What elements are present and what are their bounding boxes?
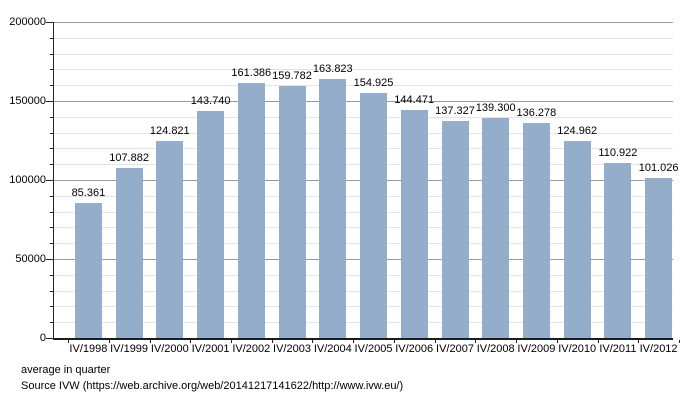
y-minor-tick	[50, 37, 54, 39]
chart-footer: average in quarter Source IVW (https://w…	[21, 363, 403, 394]
y-minor-tick	[50, 164, 54, 166]
x-axis-boundary-tick	[556, 340, 558, 343]
chart-source: Source IVW (https://web.archive.org/web/…	[21, 379, 404, 392]
y-major-tick	[46, 101, 54, 102]
x-axis-category-label: IV/2005	[354, 343, 393, 355]
x-axis-category-label: IV/2012	[639, 343, 678, 355]
y-minor-tick	[50, 116, 54, 118]
x-axis-category-label: IV/1999	[110, 343, 149, 355]
bar-value-label: 144.471	[394, 93, 435, 106]
bar-value-label: 137.327	[435, 105, 475, 117]
x-axis-category-label: IV/2011	[599, 343, 637, 355]
x-axis-category-label: IV/2004	[313, 343, 352, 355]
y-minor-tick	[50, 227, 54, 229]
bar-value-label: 107.882	[109, 151, 149, 164]
y-major-tick	[46, 22, 54, 23]
y-minor-tick	[50, 69, 54, 71]
y-minor-tick	[50, 274, 54, 276]
x-axis-boundary-tick	[312, 340, 314, 343]
y-axis	[53, 22, 54, 340]
x-axis-category-label: IV/2009	[517, 343, 556, 355]
x-axis-boundary-tick	[475, 340, 477, 343]
bar	[237, 83, 265, 338]
y-axis-label: 150000	[9, 95, 46, 107]
x-axis-category-label: IV/2001	[191, 343, 230, 355]
bar-value-label: 124.962	[557, 124, 598, 137]
x-axis-category-label: IV/2007	[436, 343, 474, 355]
bar-value-label: 159.782	[272, 69, 312, 82]
bar-value-label: 154.925	[353, 77, 394, 90]
bar	[645, 178, 673, 338]
chart-caption: average in quarter	[21, 364, 111, 376]
x-axis-boundary-tick	[597, 340, 599, 343]
bar	[197, 110, 225, 338]
minor-gridline	[54, 37, 673, 39]
y-minor-tick	[50, 148, 54, 150]
x-axis-boundary-tick	[190, 340, 192, 343]
bar-chart: 0 50000 100000 150000 200000 85.361 IV/1998 107…	[9, 16, 680, 355]
bar	[563, 140, 591, 338]
x-axis-category-label: IV/1998	[69, 343, 108, 355]
x-axis-boundary-tick	[108, 340, 110, 343]
y-minor-tick	[50, 290, 54, 292]
y-major-tick	[46, 259, 54, 260]
x-axis-category-label: IV/2010	[558, 343, 597, 355]
y-minor-tick	[50, 85, 54, 87]
y-minor-tick	[50, 53, 54, 55]
bar-value-label: 136.278	[516, 106, 557, 119]
bar	[604, 162, 632, 338]
y-major-tick	[46, 180, 54, 181]
bar-value-label: 85.361	[71, 187, 106, 200]
x-axis-category-label: IV/2000	[150, 343, 189, 355]
x-axis-boundary-tick	[230, 340, 232, 343]
x-axis-boundary-tick	[271, 340, 273, 343]
x-axis-boundary-tick	[149, 340, 151, 343]
y-minor-tick	[50, 322, 54, 324]
bar	[360, 93, 387, 338]
y-minor-tick	[50, 306, 54, 308]
bar	[74, 203, 102, 338]
bar	[522, 122, 550, 338]
minor-gridline	[54, 85, 673, 87]
x-axis-category-label: IV/2003	[273, 343, 311, 355]
y-axis-label: 200000	[9, 16, 46, 28]
bar	[319, 79, 347, 338]
minor-gridline	[54, 53, 673, 55]
x-axis-boundary-tick	[68, 340, 69, 343]
x-axis-boundary-tick	[353, 340, 355, 343]
y-axis-label: 50000	[15, 253, 46, 265]
y-minor-tick	[50, 132, 54, 134]
bar	[441, 121, 469, 338]
bar	[156, 140, 184, 338]
x-axis-boundary-tick	[638, 340, 640, 343]
y-major-tick	[46, 338, 54, 339]
major-gridline	[54, 22, 673, 23]
bar-value-label: 143.740	[190, 94, 231, 107]
bar	[115, 167, 143, 338]
x-axis-boundary-tick	[679, 340, 680, 343]
bar-value-label: 161.386	[231, 67, 272, 79]
x-axis-category-label: IV/2002	[232, 343, 271, 355]
bar	[278, 85, 306, 338]
y-axis-label: 100000	[9, 174, 46, 186]
x-axis-boundary-tick	[516, 340, 518, 343]
x-axis-category-label: IV/2008	[476, 343, 515, 355]
bar-value-label: 124.821	[149, 124, 190, 137]
y-minor-tick	[50, 243, 54, 245]
bar-value-label: 101.026	[638, 162, 679, 175]
bar	[482, 117, 510, 338]
x-axis-boundary-tick	[393, 340, 395, 343]
x-axis	[53, 338, 673, 340]
bar-value-label: 139.300	[475, 101, 516, 114]
minor-gridline	[54, 69, 673, 71]
y-minor-tick	[50, 211, 54, 213]
bar-value-label: 110.922	[598, 146, 638, 159]
y-minor-tick	[50, 195, 54, 197]
bar-value-label: 163.823	[312, 63, 353, 76]
y-axis-label: 0	[39, 332, 46, 344]
x-axis-category-label: IV/2006	[395, 343, 434, 355]
bar	[400, 109, 428, 338]
x-axis-boundary-tick	[434, 340, 436, 343]
